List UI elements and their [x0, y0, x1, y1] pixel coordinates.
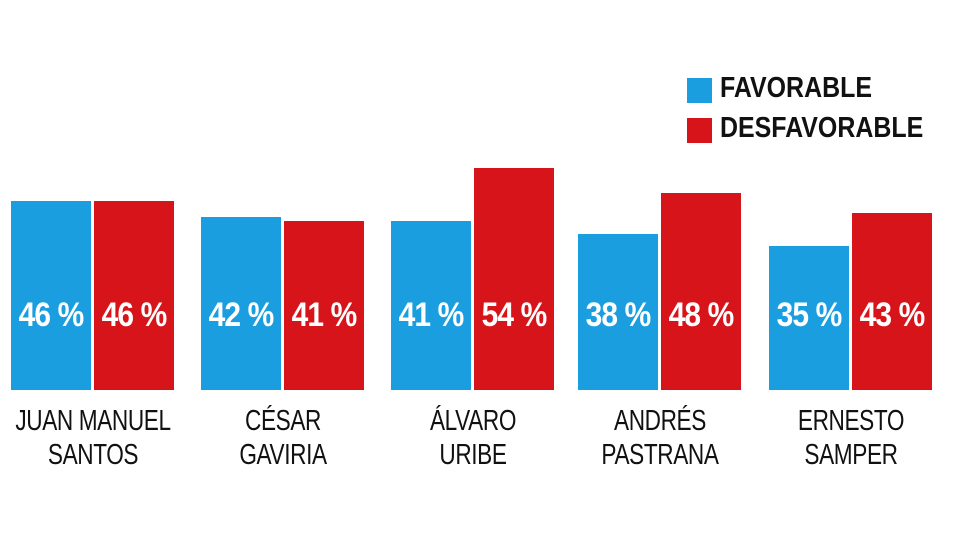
bar-favorable-2: 42 % — [201, 217, 281, 390]
bar-desfavorable-3: 54 % — [474, 168, 554, 390]
category-label-line: ERNESTO — [797, 405, 904, 437]
category-label-line: SAMPER — [803, 439, 898, 471]
category-label-line: GAVIRIA — [238, 439, 327, 471]
data-label: 54 % — [481, 295, 548, 334]
category-label-line: CÉSAR — [244, 405, 321, 437]
data-label: 46 % — [18, 295, 85, 334]
bar-desfavorable-5: 43 % — [852, 213, 932, 390]
category-label-line: ANDRÉS — [613, 405, 706, 437]
bar-favorable-4: 38 % — [578, 233, 658, 390]
data-label: 41 % — [291, 295, 358, 334]
category-label-line: ÁLVARO — [429, 405, 516, 437]
data-label: 38 % — [585, 295, 652, 334]
data-label: 48 % — [668, 295, 735, 334]
category-label: ANDRÉS PASTRANA — [582, 404, 738, 472]
category-label: CÉSAR GAVIRIA — [205, 404, 361, 472]
data-label: 35 % — [776, 295, 843, 334]
bar-desfavorable-2: 41 % — [284, 221, 364, 390]
category-label: ERNESTO SAMPER — [773, 404, 929, 472]
bar-desfavorable-4: 48 % — [661, 192, 741, 390]
bar-desfavorable-1: 46 % — [94, 200, 174, 390]
legend-swatch-favorable — [687, 78, 712, 103]
data-label: 43 % — [859, 295, 926, 334]
bar-favorable-5: 35 % — [769, 246, 849, 390]
category-label-line: URIBE — [438, 439, 507, 471]
legend-swatch-desfavorable — [687, 118, 712, 143]
bar-favorable-3: 41 % — [391, 221, 471, 390]
data-label: 42 % — [208, 295, 275, 334]
data-label: 41 % — [398, 295, 465, 334]
category-label-line: JUAN MANUEL — [14, 405, 171, 437]
data-label: 46 % — [101, 295, 168, 334]
category-label: ÁLVARO URIBE — [395, 404, 551, 472]
legend-label-favorable: FAVORABLE — [720, 72, 872, 104]
category-label-line: PASTRANA — [600, 439, 719, 471]
bar-favorable-1: 46 % — [11, 200, 91, 390]
category-label: JUAN MANUEL SANTOS — [15, 404, 171, 472]
legend-label-desfavorable: DESFAVORABLE — [720, 112, 924, 144]
category-label-line: SANTOS — [47, 439, 138, 471]
